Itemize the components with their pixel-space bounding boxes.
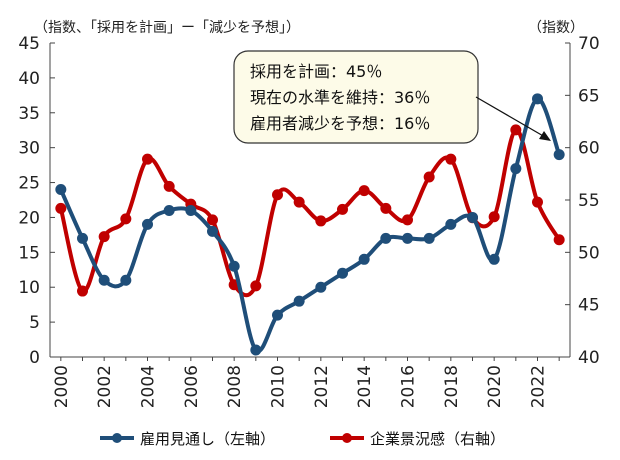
data-point-employment [337, 267, 348, 279]
right-axis-title: （指数） [528, 20, 584, 36]
series-line-sentiment [58, 127, 562, 298]
data-point-employment [228, 260, 240, 272]
callout-arrowhead [539, 131, 551, 141]
callout-line-1: 採用を計画：45％ [250, 62, 382, 81]
left-tick-label: 30 [18, 139, 40, 159]
data-point-sentiment [120, 213, 132, 225]
x-tick-label: 2014 [355, 365, 375, 408]
data-point-employment [380, 232, 392, 244]
annotation-callout: 採用を計画：45％ 現在の水準を維持：36％ 雇用者減少を予想：16％ [233, 50, 551, 144]
data-point-employment [488, 253, 500, 265]
data-point-sentiment [250, 280, 262, 292]
left-tick-label: 40 [18, 69, 40, 89]
x-axis: 2000 2002 2004 2006 2008 2010 2012 2014 2016 2018… [50, 356, 570, 408]
right-tick-label: 40 [578, 348, 600, 368]
data-point-sentiment [488, 211, 500, 223]
data-point-sentiment [532, 196, 543, 208]
x-tick-label: 2018 [442, 365, 462, 408]
left-tick-label: 35 [18, 104, 40, 124]
legend-item-employment: 雇用見通し（左軸） [100, 430, 275, 448]
data-point-employment [55, 184, 67, 196]
data-point-employment [77, 232, 88, 244]
x-tick-label: 2016 [399, 365, 419, 408]
right-tick-label: 60 [578, 139, 600, 159]
left-tick-label: 20 [18, 208, 40, 228]
data-point-employment [553, 149, 565, 161]
x-tick-label: 2002 [95, 365, 115, 408]
left-tick-label: 15 [18, 243, 40, 263]
data-point-sentiment [77, 285, 88, 297]
data-point-sentiment [402, 214, 413, 226]
callout-line-3: 雇用者減少を予想：16％ [250, 114, 430, 133]
data-point-sentiment [272, 189, 283, 201]
callout-arrow [475, 96, 546, 138]
data-point-sentiment [445, 153, 457, 165]
right-tick-label: 70 [578, 34, 600, 54]
x-tick-label: 2006 [182, 365, 202, 408]
x-tick-label: 2000 [52, 365, 72, 408]
data-point-sentiment [423, 171, 435, 183]
data-point-employment [358, 253, 370, 265]
data-point-sentiment [293, 196, 305, 208]
legend-marker-sentiment [342, 433, 352, 443]
data-point-sentiment [163, 180, 175, 192]
left-axis-title: （指数、「採用を計画」ー「減少を予想」） [34, 19, 300, 36]
data-point-sentiment [553, 234, 565, 246]
callout-box [233, 50, 479, 144]
data-point-employment [185, 204, 197, 216]
legend-item-sentiment: 企業景況感（右軸） [330, 430, 505, 448]
data-point-employment [315, 281, 327, 293]
left-tick-label: 25 [18, 174, 40, 194]
legend-label-employment: 雇用見通し（左軸） [140, 430, 275, 448]
right-tick-label: 45 [578, 296, 600, 316]
data-point-employment [510, 163, 522, 175]
right-tick-label: 50 [578, 243, 600, 263]
left-tick-label: 5 [29, 313, 40, 333]
right-tick-label: 55 [578, 191, 600, 211]
data-point-sentiment [55, 202, 67, 214]
data-point-sentiment [142, 153, 153, 165]
data-point-employment [467, 211, 478, 223]
data-point-employment [272, 309, 283, 321]
left-tick-label: 10 [18, 278, 40, 298]
data-point-employment [120, 274, 132, 286]
legend-marker-employment [112, 433, 122, 443]
x-tick-label: 2008 [225, 365, 245, 408]
series-layer [55, 93, 565, 356]
right-tick-label: 65 [578, 86, 600, 106]
data-point-sentiment [207, 214, 218, 226]
data-point-employment [532, 93, 543, 105]
x-tick-label: 2010 [269, 365, 289, 408]
data-point-employment [293, 295, 305, 307]
right-axis: 40 45 50 55 60 65 70 [565, 34, 600, 368]
legend: 雇用見通し（左軸） 企業景況感（右軸） [100, 430, 505, 448]
data-point-employment [402, 232, 413, 244]
data-point-sentiment [315, 215, 327, 227]
data-point-sentiment [380, 202, 392, 214]
left-tick-label: 0 [29, 348, 40, 368]
x-tick-label: 2022 [529, 365, 549, 408]
data-point-employment [445, 218, 457, 230]
x-tick-label: 2004 [139, 365, 159, 408]
data-point-sentiment [98, 231, 110, 243]
data-point-employment [423, 232, 435, 244]
data-point-employment [207, 225, 218, 237]
data-point-sentiment [337, 203, 348, 215]
callout-line-2: 現在の水準を維持：36％ [250, 88, 430, 107]
data-point-sentiment [510, 124, 522, 136]
x-tick-label: 2012 [312, 365, 332, 408]
data-point-employment [163, 204, 175, 216]
left-axis: 0 5 10 15 20 25 30 35 40 45 [18, 34, 55, 368]
data-point-sentiment [358, 185, 370, 197]
data-point-employment [250, 344, 262, 356]
x-tick-label: 2020 [485, 365, 505, 408]
data-point-employment [98, 274, 110, 286]
data-point-employment [142, 218, 153, 230]
left-tick-label: 45 [18, 34, 40, 54]
legend-label-sentiment: 企業景況感（右軸） [370, 430, 505, 448]
